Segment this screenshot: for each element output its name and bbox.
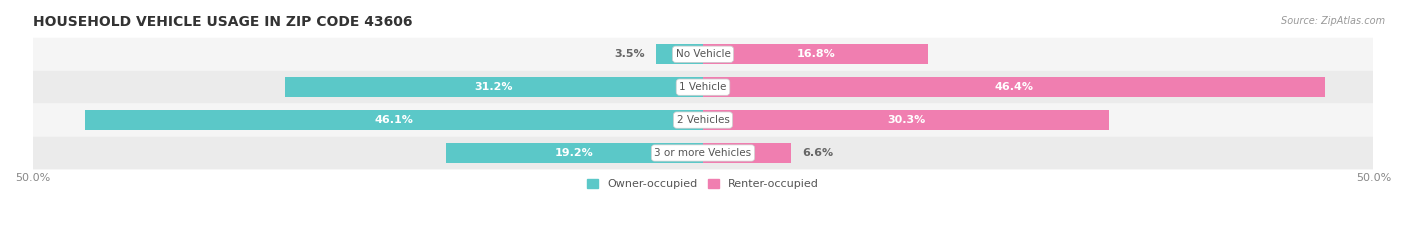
Text: Source: ZipAtlas.com: Source: ZipAtlas.com <box>1281 16 1385 26</box>
Text: 1 Vehicle: 1 Vehicle <box>679 82 727 92</box>
Bar <box>703 110 1109 130</box>
Text: 31.2%: 31.2% <box>475 82 513 92</box>
FancyBboxPatch shape <box>32 137 1374 169</box>
Text: 3.5%: 3.5% <box>614 49 645 59</box>
Text: 46.1%: 46.1% <box>374 115 413 125</box>
Text: 30.3%: 30.3% <box>887 115 925 125</box>
FancyBboxPatch shape <box>32 104 1374 137</box>
Legend: Owner-occupied, Renter-occupied: Owner-occupied, Renter-occupied <box>582 175 824 194</box>
Bar <box>657 44 703 64</box>
Bar <box>703 143 792 163</box>
Bar <box>703 77 1324 97</box>
Bar <box>84 110 703 130</box>
Text: 19.2%: 19.2% <box>555 148 593 158</box>
Text: 16.8%: 16.8% <box>796 49 835 59</box>
FancyBboxPatch shape <box>32 71 1374 104</box>
Text: No Vehicle: No Vehicle <box>675 49 731 59</box>
Bar <box>703 44 928 64</box>
FancyBboxPatch shape <box>32 38 1374 71</box>
Text: 46.4%: 46.4% <box>994 82 1033 92</box>
Text: 6.6%: 6.6% <box>803 148 834 158</box>
Bar <box>284 77 703 97</box>
Text: HOUSEHOLD VEHICLE USAGE IN ZIP CODE 43606: HOUSEHOLD VEHICLE USAGE IN ZIP CODE 4360… <box>32 15 412 29</box>
Text: 2 Vehicles: 2 Vehicles <box>676 115 730 125</box>
Text: 3 or more Vehicles: 3 or more Vehicles <box>654 148 752 158</box>
Bar <box>446 143 703 163</box>
